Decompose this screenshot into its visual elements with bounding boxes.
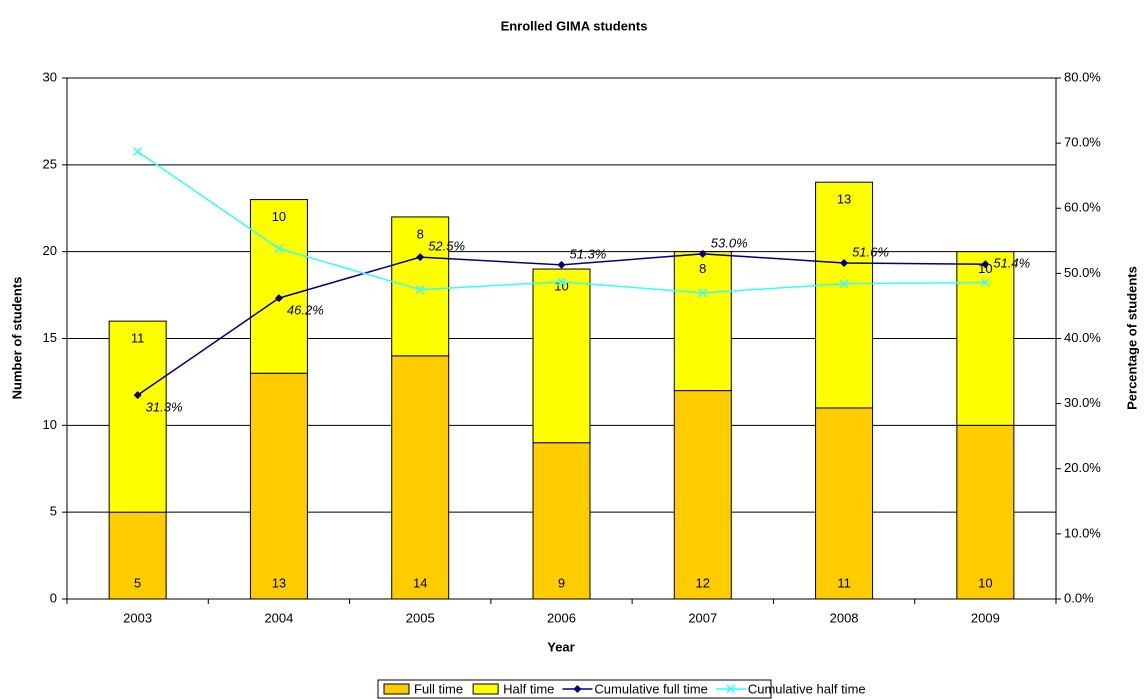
bar (391, 355, 450, 600)
x-tick-label: 2009 (971, 610, 1000, 625)
bar (108, 511, 167, 600)
data-label: 9 (558, 575, 565, 590)
data-label: 8 (699, 261, 706, 276)
bar (249, 199, 308, 374)
x-tick-label: 2008 (830, 610, 859, 625)
y2-tick-label: 60.0% (1064, 200, 1101, 215)
x-tick-label: 2005 (406, 610, 435, 625)
y2-tick-label: 0.0% (1064, 590, 1094, 605)
legend-label: Half time (503, 681, 554, 696)
data-label: 10 (272, 209, 286, 224)
data-label: 11 (837, 575, 851, 590)
marker (133, 147, 143, 157)
x-tick-label: 2006 (547, 610, 576, 625)
y2-tick-label: 70.0% (1064, 135, 1101, 150)
chart-title: Enrolled GIMA students (501, 18, 648, 33)
marker (839, 279, 849, 289)
y-axis-title: Number of students (9, 277, 24, 400)
legend-label: Cumulative half time (748, 681, 866, 696)
data-label: 10 (978, 575, 992, 590)
bar (956, 424, 1015, 600)
y-tick-label: 10 (43, 417, 57, 432)
data-label: 12 (696, 575, 710, 590)
marker (416, 253, 425, 262)
y2-axis-title: Percentage of students (1124, 266, 1139, 410)
y-tick-label: 15 (43, 330, 57, 345)
data-label: 31.3% (146, 400, 183, 415)
y2-tick-label: 50.0% (1064, 265, 1101, 280)
y-tick-label: 20 (43, 243, 57, 258)
marker (698, 288, 708, 298)
marker (133, 391, 142, 400)
data-label: 46.2% (287, 303, 324, 318)
bar (673, 251, 732, 392)
legend-swatch (383, 683, 410, 695)
x-tick-label: 2003 (123, 610, 152, 625)
bar (673, 390, 732, 600)
data-label: 13 (272, 575, 286, 590)
y-tick-label: 25 (43, 156, 57, 171)
bar (532, 442, 591, 600)
marker (274, 294, 283, 303)
y2-tick-label: 40.0% (1064, 330, 1101, 345)
data-label: 53.0% (711, 235, 748, 250)
data-label: 51.4% (993, 256, 1030, 271)
y-tick-label: 5 (50, 504, 57, 519)
bar (108, 320, 167, 513)
y2-tick-label: 80.0% (1064, 69, 1101, 84)
marker (980, 277, 990, 288)
data-label: 14 (413, 575, 427, 590)
legend-marker (726, 684, 736, 694)
bar (956, 251, 1015, 426)
bar (815, 407, 874, 600)
marker (556, 277, 567, 287)
data-label: 51.3% (570, 246, 607, 261)
marker (557, 260, 566, 269)
marker (274, 244, 284, 254)
bar (391, 216, 450, 357)
y2-tick-label: 10.0% (1064, 525, 1101, 540)
data-label: 52.5% (428, 239, 465, 254)
y2-tick-label: 20.0% (1064, 460, 1101, 475)
x-axis-title: Year (547, 639, 574, 654)
y-tick-label: 0 (50, 590, 57, 605)
bar (532, 268, 591, 444)
data-label: 10 (554, 278, 568, 293)
marker (840, 258, 849, 267)
data-label: 13 (837, 192, 851, 207)
legend-label: Cumulative full time (594, 681, 707, 696)
legend-label: Full time (414, 681, 463, 696)
y-tick-label: 30 (43, 69, 57, 84)
marker (698, 249, 707, 258)
x-tick-label: 2007 (688, 610, 717, 625)
data-label: 5 (134, 575, 141, 590)
marker (415, 285, 425, 295)
x-tick-label: 2004 (264, 610, 293, 625)
marker (981, 260, 990, 269)
y2-tick-label: 30.0% (1064, 395, 1101, 410)
bar (249, 372, 308, 600)
data-label: 51.6% (852, 244, 889, 259)
data-label: 8 (417, 226, 424, 241)
legend-marker (573, 685, 582, 693)
bar (815, 181, 874, 409)
data-label: 11 (131, 331, 145, 346)
legend-swatch (472, 683, 499, 695)
